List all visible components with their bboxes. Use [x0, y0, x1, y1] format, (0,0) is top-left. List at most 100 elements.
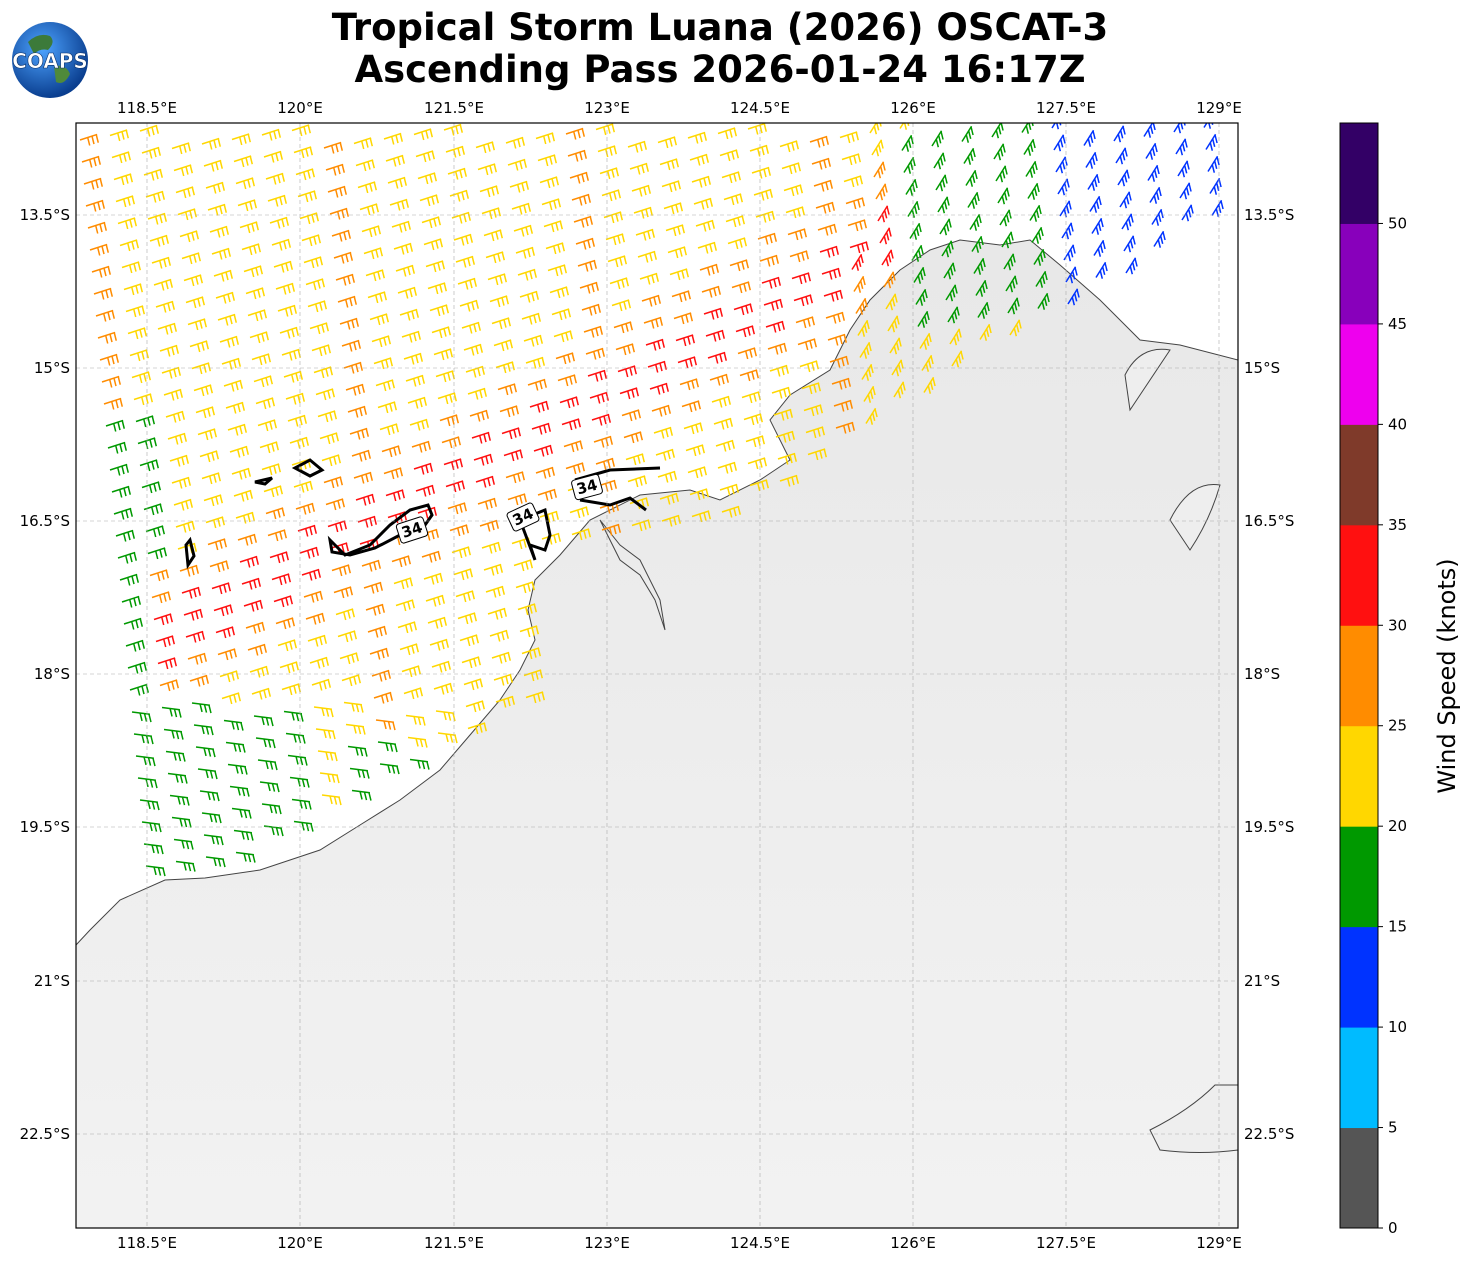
wind-barb	[451, 546, 471, 559]
wind-barb	[749, 144, 769, 157]
wind-barb	[677, 356, 697, 369]
wind-barb	[765, 320, 785, 333]
wind-barb	[435, 710, 456, 722]
wind-barb	[225, 401, 245, 414]
wind-barb	[917, 310, 930, 328]
wind-barb	[461, 321, 481, 334]
wind-barb	[615, 343, 635, 356]
wind-barb	[213, 269, 233, 282]
wind-barb	[321, 794, 342, 806]
wind-barb	[337, 295, 357, 308]
wind-barb	[733, 303, 753, 316]
wind-barb	[211, 247, 231, 260]
wind-barb	[1029, 204, 1042, 222]
wind-barb	[361, 559, 381, 572]
wind-barb	[721, 505, 741, 518]
wind-barb	[637, 250, 657, 263]
wind-barb	[919, 332, 932, 350]
wind-barb	[843, 175, 863, 188]
wind-barb	[501, 427, 521, 440]
wind-barb	[599, 167, 619, 180]
wind-barb	[525, 356, 545, 369]
wind-barb	[231, 133, 251, 146]
wind-barb	[451, 211, 471, 224]
coaps-logo: COAPS	[12, 22, 88, 98]
wind-barb	[851, 253, 864, 271]
wind-barb	[415, 150, 435, 163]
wind-barb	[403, 352, 423, 365]
wind-barb	[139, 124, 159, 137]
wind-barb	[565, 462, 585, 475]
wind-barb	[807, 448, 827, 461]
wind-barb	[215, 291, 235, 304]
wind-barb	[407, 736, 428, 748]
wind-barb	[441, 436, 461, 449]
wind-barb	[833, 399, 853, 412]
wind-barb	[395, 599, 415, 612]
wind-barb	[325, 163, 345, 176]
wind-barb	[437, 732, 458, 744]
wind-barb	[571, 193, 591, 206]
wind-barb	[723, 193, 743, 206]
wind-barb	[749, 479, 769, 492]
wind-barb	[551, 308, 571, 321]
wind-barb	[429, 304, 449, 317]
wind-barb	[477, 497, 497, 510]
wind-barb	[127, 327, 147, 340]
wind-barb	[877, 205, 890, 223]
wind-barb	[539, 176, 559, 189]
wind-barb	[227, 763, 248, 775]
wind-barb	[301, 568, 321, 581]
wind-barb	[149, 234, 169, 247]
wind-barb	[905, 178, 918, 196]
wind-barb	[1085, 151, 1098, 169]
wind-barb	[729, 259, 749, 272]
wind-barb	[657, 470, 677, 483]
wind-barb	[335, 608, 355, 621]
wind-barb	[197, 428, 217, 441]
wind-barb	[1025, 160, 1038, 178]
wind-barb	[753, 188, 773, 201]
wind-barb	[397, 621, 417, 634]
wind-barb	[223, 379, 243, 392]
wind-barb	[517, 268, 537, 281]
wind-barb	[263, 485, 283, 498]
wind-barb	[145, 865, 166, 877]
wind-barb	[965, 169, 978, 187]
wind-barb	[489, 629, 509, 642]
wind-barb	[175, 860, 196, 872]
wind-barb	[295, 168, 315, 181]
wind-barb	[305, 612, 325, 625]
wind-barb	[891, 359, 904, 377]
wind-barb	[839, 131, 859, 144]
wind-barb	[81, 155, 101, 168]
title-line-2: Ascending Pass 2026-01-24 16:17Z	[354, 48, 1086, 91]
wind-barb	[711, 395, 731, 408]
wind-barb	[207, 538, 227, 551]
wind-barb	[145, 190, 165, 203]
wind-barb	[575, 237, 595, 250]
wind-barb	[297, 190, 317, 203]
wind-barb	[281, 683, 301, 696]
wind-barb	[817, 223, 837, 236]
wind-barb	[137, 777, 158, 789]
lat-label-left: 18°S	[34, 665, 70, 683]
wind-barb	[349, 427, 369, 440]
wind-barb	[971, 235, 984, 253]
wind-barb	[291, 798, 312, 810]
wind-barb	[363, 581, 383, 594]
wind-barb	[169, 454, 189, 467]
wind-barb	[155, 300, 175, 313]
lon-label-top: 123°E	[584, 99, 630, 117]
wind-barb	[855, 297, 868, 315]
wind-barb	[1035, 270, 1048, 288]
wind-barb	[289, 776, 310, 788]
gulf-coast	[1124, 348, 1171, 412]
wind-barb	[1051, 123, 1062, 130]
wind-barb	[453, 568, 473, 581]
wind-barb	[249, 331, 269, 344]
wind-barb	[633, 206, 653, 219]
wind-barb	[1053, 134, 1066, 152]
lon-label-top: 124.5°E	[730, 99, 790, 117]
wind-barb	[235, 177, 255, 190]
